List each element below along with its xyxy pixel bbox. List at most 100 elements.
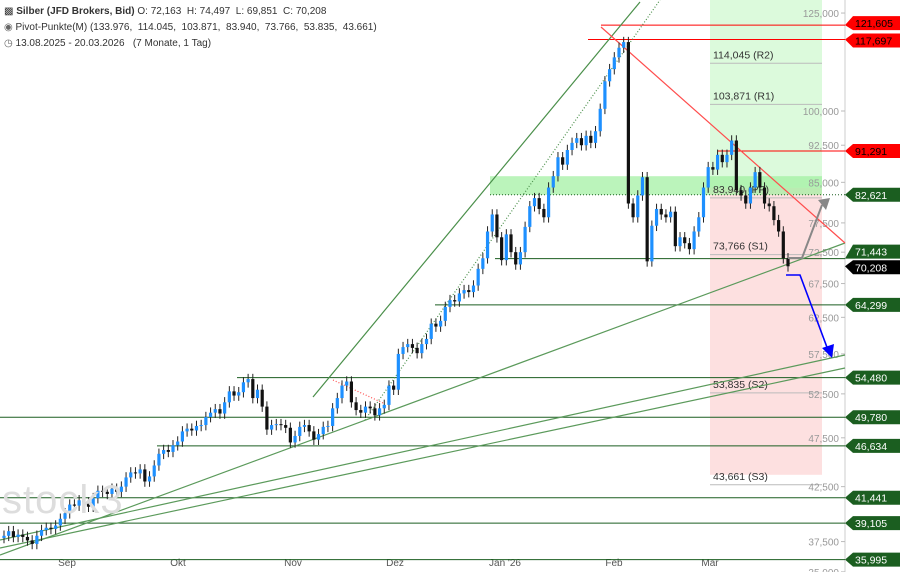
candle — [152, 460, 156, 482]
candle — [312, 426, 316, 445]
header-title-row: ▩ Silber (JFD Brokers, Bid) O: 72,163 H:… — [4, 6, 326, 17]
watermark: stock3 — [2, 478, 124, 522]
candle — [110, 483, 114, 500]
candle-body — [626, 42, 630, 204]
candle-body — [711, 167, 715, 170]
candle — [124, 472, 128, 492]
level-badge — [845, 16, 900, 31]
candle-body — [269, 425, 274, 430]
candle-body — [589, 135, 593, 143]
level-badge-label: 82,621 — [855, 190, 887, 202]
candle — [490, 209, 494, 237]
candle-body — [584, 135, 588, 146]
candle-body — [692, 231, 696, 250]
candle — [7, 525, 11, 542]
candle — [377, 403, 382, 421]
candle — [44, 522, 48, 536]
candle-body — [284, 425, 288, 428]
candle-body — [415, 347, 419, 354]
candle — [82, 495, 86, 508]
candle-body — [345, 381, 349, 386]
candle-body — [570, 142, 574, 150]
candle-body — [654, 208, 659, 226]
candle — [753, 166, 757, 193]
candle — [157, 448, 161, 471]
level-badge — [845, 490, 900, 505]
indicator-row[interactable]: ◉ Pivot-Punkte(M) (133.976, 114.045, 103… — [4, 22, 377, 33]
candle-body — [96, 490, 100, 499]
candle — [593, 125, 598, 149]
level-badge — [845, 438, 900, 453]
candle-body — [119, 486, 123, 492]
radio-dot-icon: ◉ — [4, 22, 13, 33]
candle — [199, 419, 203, 432]
candle-body — [443, 306, 447, 321]
candle-body — [363, 406, 368, 413]
candle-body — [241, 382, 246, 393]
candle-body — [650, 225, 654, 262]
candle — [504, 229, 508, 266]
candle-body — [82, 500, 86, 503]
candle-body — [162, 449, 166, 454]
candle-body — [147, 476, 152, 482]
level-badge-label: 49,780 — [855, 412, 887, 424]
candle-body — [612, 57, 616, 70]
candle — [359, 404, 363, 418]
candle-body — [678, 237, 682, 247]
candle — [354, 397, 358, 416]
candle-body — [481, 258, 485, 269]
candle — [298, 421, 302, 442]
candle-body — [739, 190, 743, 196]
candle-body — [265, 406, 269, 430]
candle — [462, 284, 466, 299]
candle-body — [63, 513, 67, 519]
candle — [767, 198, 771, 212]
candle-body — [166, 449, 170, 452]
candle — [725, 149, 729, 168]
candle-body — [462, 290, 466, 294]
level-badge-label: 41,441 — [855, 493, 887, 505]
candle — [180, 426, 184, 447]
candle — [453, 294, 457, 307]
candle — [438, 315, 443, 332]
candle — [340, 380, 344, 404]
candle — [100, 485, 105, 498]
candle — [208, 407, 213, 423]
candle — [406, 338, 410, 353]
candle — [302, 419, 307, 433]
x-tick-label: Dez — [386, 558, 404, 569]
level-badge — [845, 187, 900, 202]
candle — [758, 166, 762, 193]
y-tick-label: 37,500 — [808, 538, 839, 549]
candle-body — [640, 177, 645, 196]
candle-body — [91, 498, 95, 507]
candle — [63, 508, 67, 525]
clock-icon: ◷ — [4, 38, 13, 49]
candle — [39, 524, 44, 542]
candle — [185, 423, 189, 437]
candle — [537, 192, 541, 215]
trendline — [0, 354, 846, 541]
candle-body — [307, 425, 311, 432]
pivot-label: 103,871 (R1) — [713, 90, 774, 102]
candle-body — [448, 300, 452, 307]
candle — [54, 520, 58, 535]
candle-body — [49, 527, 53, 529]
y-tick-label: 100,000 — [803, 107, 840, 118]
candle — [326, 420, 330, 433]
candle-body — [227, 391, 231, 403]
candle-body — [368, 406, 372, 409]
candle-body — [786, 258, 790, 267]
arrowhead-icon — [818, 198, 830, 210]
candle-body — [340, 385, 344, 399]
candle — [701, 182, 706, 223]
candle-body — [748, 187, 753, 204]
candle — [396, 348, 400, 396]
candle — [640, 171, 645, 201]
candle-body — [762, 187, 767, 204]
candle-body — [546, 187, 551, 218]
candle-body — [593, 131, 598, 143]
candle — [284, 419, 288, 434]
